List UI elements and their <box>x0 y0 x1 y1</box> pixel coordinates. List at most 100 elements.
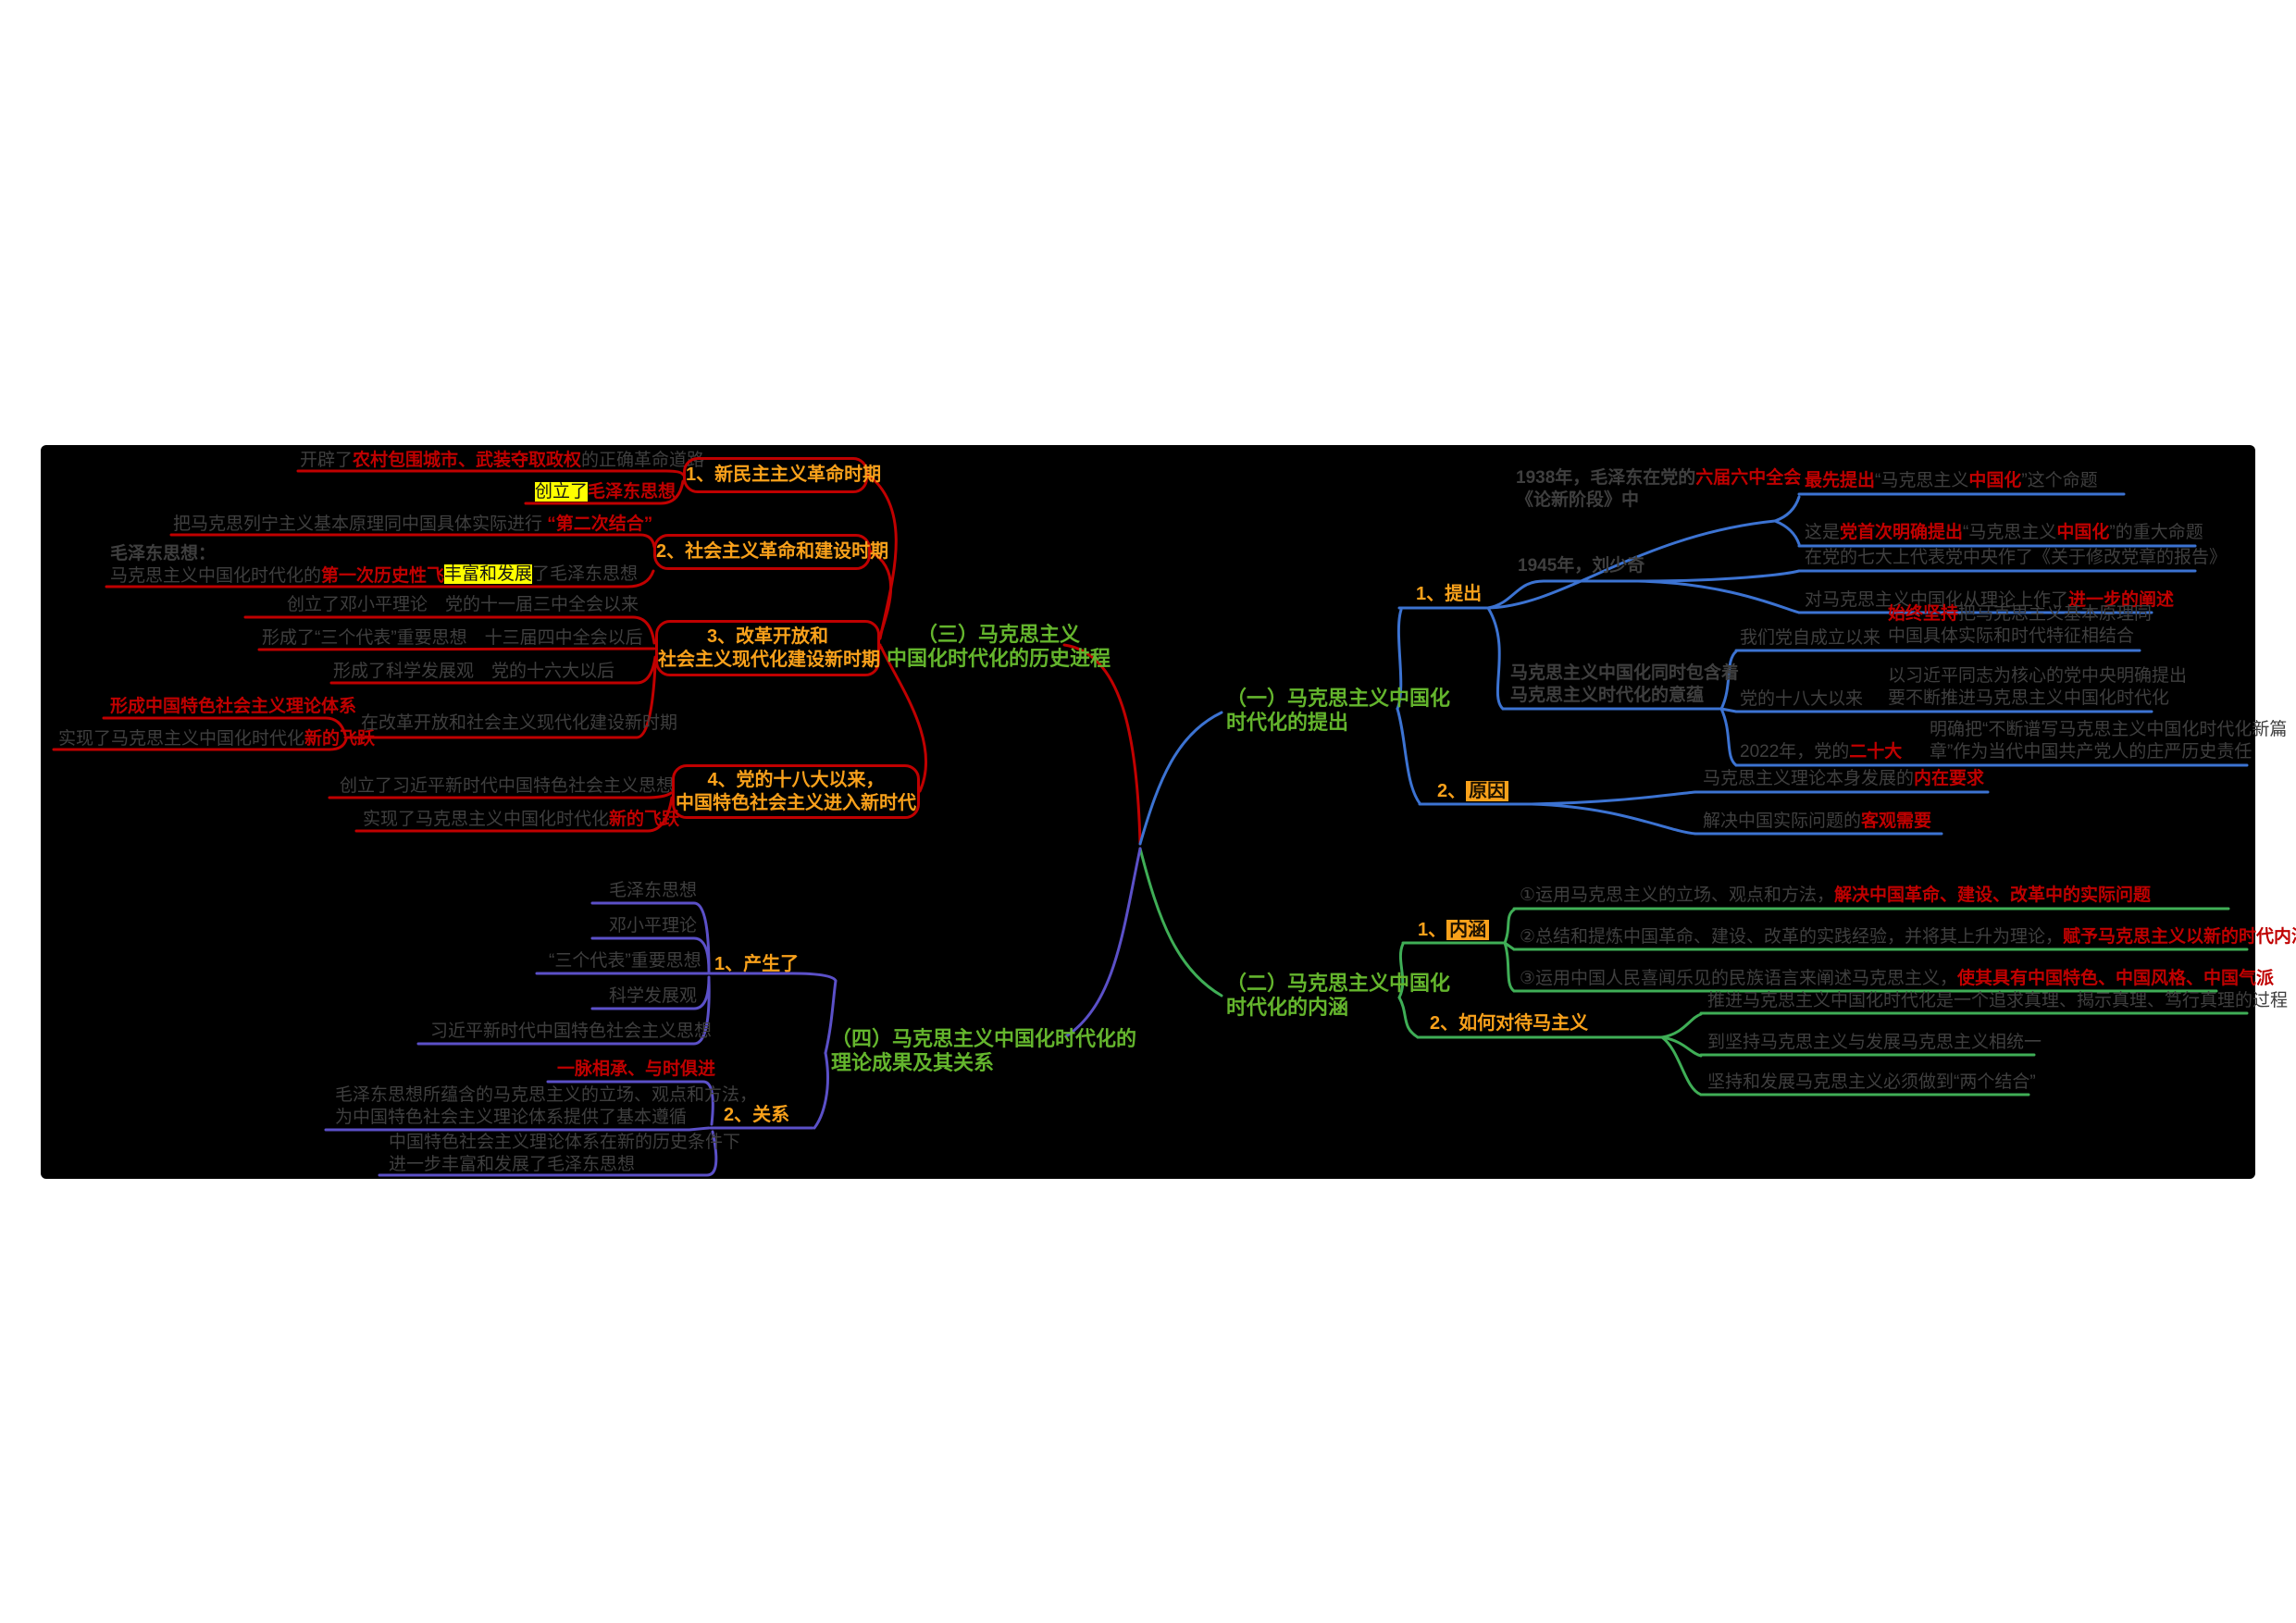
node-r6[interactable]: 创立了邓小平理论 党的十一届三中全会以来 <box>287 594 639 616</box>
node-b1938[interactable]: 1938年，毛泽东在党的六届六中全会 《论新阶段》中 <box>1516 467 1801 512</box>
text-segment: 解决中国革命、建设、改革中的实际问题 <box>1834 886 2152 905</box>
node-b1945[interactable]: 1945年，刘少奇 <box>1518 555 1644 577</box>
text-segment: 把马克思列宁主义基本原理同中国具体实际进行 <box>173 514 548 534</box>
node-text-line: 实现了马克思主义中国化时代化新的飞跃 <box>58 728 375 750</box>
node-period-2[interactable]: 2、社会主义革命和建设时期 <box>653 534 888 570</box>
text-segment: 毛泽东思想 <box>609 881 698 900</box>
node-period-4[interactable]: 4、党的十八大以来， 中国特色社会主义进入新时代 <box>672 764 920 819</box>
node-r13[interactable]: 实现了马克思主义中国化时代化新的飞跃 <box>363 809 679 831</box>
node-pl4[interactable]: 科学发展观 <box>609 985 697 1008</box>
text-segment: 把马克思主义基本原理同 <box>1958 604 2153 624</box>
node-heading-2[interactable]: （二）马克思主义中国化 时代化的内涵 <box>1226 972 1450 1020</box>
node-text-line: 毛泽东思想 <box>609 880 697 902</box>
node-duidai[interactable]: 2、如何对待马主义 <box>1430 1012 1588 1035</box>
text-segment: 社会主义现代化建设新时期 <box>658 649 880 670</box>
node-bl4[interactable]: 对马克思主义中国化从理论上作了进一步的阐述 <box>1805 589 2174 612</box>
node-r8[interactable]: 形成了科学发展观 党的十六大以后 <box>333 661 614 683</box>
text-segment: “马克思主义 <box>1963 523 2057 542</box>
text-segment: 2、如何对待马主义 <box>1430 1013 1589 1034</box>
text-segment: 2022年，党的 <box>1740 742 1850 762</box>
node-text-line: 毛泽东思想： <box>110 543 462 565</box>
text-segment: 科学发展观 <box>609 986 698 1006</box>
node-text-line: 2、 原因 <box>1437 780 1509 802</box>
text-segment: 1945年，刘少奇 <box>1518 556 1645 576</box>
node-period-3[interactable]: 3、改革开放和 社会主义现代化建设新时期 <box>655 620 880 676</box>
node-bo2[interactable]: 解决中国实际问题的客观需要 <box>1703 811 1931 833</box>
node-r10[interactable]: 实现了马克思主义中国化时代化新的飞跃 <box>58 728 375 750</box>
node-text-line: 进一步丰富和发展了毛泽东思想 <box>389 1154 740 1176</box>
node-heading-1[interactable]: （一）马克思主义中国化 时代化的提出 <box>1226 687 1450 735</box>
text-segment: 1938年，毛泽东在党的 <box>1516 468 1696 488</box>
text-segment: 在改革开放和社会主义现代化建设新时期 <box>361 713 678 733</box>
text-segment: （四）马克思主义中国化时代化的 <box>831 1027 1137 1050</box>
text-segment: 内在要求 <box>1914 769 1985 788</box>
node-text-line: 4、党的十八大以来， <box>675 769 917 792</box>
node-text-line: 马克思主义理论本身发展的内在要求 <box>1703 768 1984 790</box>
node-guanxi[interactable]: 2、关系 <box>724 1104 789 1126</box>
node-bg3a[interactable]: 2022年，党的二十大 <box>1740 741 1902 763</box>
text-segment: 形成了科学发展观 党的十六大以后 <box>333 662 615 681</box>
node-r5[interactable]: 丰富和发展了毛泽东思想 <box>444 564 638 586</box>
node-bl2[interactable]: 这是党首次明确提出“马克思主义中国化”的重大命题 <box>1805 522 2203 544</box>
text-segment: （三）马克思主义 <box>917 623 1081 646</box>
node-pr1[interactable]: 一脉相承、与时俱进 <box>557 1059 715 1081</box>
node-pl1[interactable]: 毛泽东思想 <box>609 880 697 902</box>
node-heading-3[interactable]: （三）马克思主义 中国化时代化的历史进程 <box>887 623 1111 671</box>
node-pl5[interactable]: 习近平新时代中国特色社会主义思想 <box>430 1021 712 1043</box>
node-yuanyin[interactable]: 2、 原因 <box>1437 780 1509 802</box>
node-gm2[interactable]: 到坚持马克思主义与发展马克思主义相统一 <box>1707 1032 2042 1054</box>
text-segment: “三个代表”重要思想 <box>549 951 701 971</box>
text-segment: 的正确革命道路 <box>581 451 705 470</box>
text-segment: 时代化的内涵 <box>1226 996 1349 1019</box>
node-r1[interactable]: 开辟了农村包围城市、武装夺取政权的正确革命道路 <box>300 450 704 472</box>
node-period-1[interactable]: 1、新民主主义革命时期 <box>683 457 881 493</box>
node-pl2[interactable]: 邓小平理论 <box>609 915 697 937</box>
node-text-line: （三）马克思主义 <box>887 623 1111 647</box>
node-r12[interactable]: 创立了习近平新时代中国特色社会主义思想 <box>340 775 674 798</box>
node-pr2[interactable]: 毛泽东思想所蕴含的马克思主义的立场、观点和方法， 为中国特色社会主义理论体系提供了… <box>335 1084 757 1129</box>
node-text-line: 创立了习近平新时代中国特色社会主义思想 <box>340 775 674 798</box>
node-text-line: 科学发展观 <box>609 985 697 1008</box>
text-segment: 进一步的阐述 <box>2068 590 2175 610</box>
node-bl1[interactable]: 最先提出“马克思主义中国化”这个命题 <box>1805 470 2098 492</box>
text-segment: 邓小平理论 <box>609 916 698 935</box>
node-text-line: 推进马克思主义中国化时代化是一个追求真理、揭示真理、笃行真理的过程 <box>1707 990 2288 1012</box>
text-segment: 毛泽东思想 <box>588 482 676 502</box>
node-bl3[interactable]: 在党的七大上代表党中央作了《关于修改党章的报告》 <box>1805 547 2227 569</box>
text-segment: 使其具有中国特色、中国风格、中国气派 <box>1957 969 2275 988</box>
node-neihan[interactable]: 1、 内涵 <box>1418 919 1490 941</box>
node-heading-4[interactable]: （四）马克思主义中国化时代化的 理论成果及其关系 <box>831 1027 1136 1075</box>
node-text-line: 形成中国特色社会主义理论体系 <box>110 696 356 718</box>
node-bg1a[interactable]: 我们党自成立以来 <box>1740 627 1880 650</box>
node-pl3[interactable]: “三个代表”重要思想 <box>549 950 701 973</box>
text-segment: 解决中国实际问题的 <box>1703 812 1862 831</box>
node-gl2[interactable]: ②总结和提炼中国革命、建设、改革的实践经验，并将其上升为理论，赋予马克思主义以新… <box>1520 926 2296 948</box>
node-gm1[interactable]: 推进马克思主义中国化时代化是一个追求真理、揭示真理、笃行真理的过程 <box>1707 990 2288 1012</box>
node-bg3b[interactable]: 明确把“不断谱写马克思主义中国化时代化新篇 章”作为当代中国共产党人的庄严历史责任 <box>1930 719 2287 763</box>
node-bg2b[interactable]: 以习近平同志为核心的党中央明确提出 要不断推进马克思主义中国化时代化 <box>1888 665 2187 710</box>
node-chansheng[interactable]: 1、产生了 <box>714 953 799 975</box>
node-r11[interactable]: 在改革开放和社会主义现代化建设新时期 <box>361 712 677 735</box>
text-segment: 形成了“三个代表”重要思想 十三届四中全会以后 <box>262 628 643 648</box>
node-gl3[interactable]: ③运用中国人民喜闻乐见的民族语言来阐述马克思主义，使其具有中国特色、中国风格、中… <box>1520 968 2274 990</box>
node-gm3[interactable]: 坚持和发展马克思主义必须做到“两个结合” <box>1707 1072 2036 1094</box>
node-r3[interactable]: 把马克思列宁主义基本原理同中国具体实际进行 “第二次结合” <box>173 514 652 536</box>
text-segment: 坚持和发展马克思主义必须做到“两个结合” <box>1707 1072 2036 1092</box>
node-text-line: （二）马克思主义中国化 <box>1226 972 1450 996</box>
node-r7[interactable]: 形成了“三个代表”重要思想 十三届四中全会以后 <box>262 627 643 650</box>
text-segment: 创立了习近平新时代中国特色社会主义思想 <box>340 776 675 796</box>
node-tichu[interactable]: 1、提出 <box>1416 583 1482 605</box>
node-text-line: 中国具体实际和时代特征相结合 <box>1888 626 2152 648</box>
node-bg1b[interactable]: 始终坚持把马克思主义基本原理同 中国具体实际和时代特征相结合 <box>1888 603 2152 648</box>
node-byy[interactable]: 马克思主义中国化同时包含着 马克思主义时代化的意蕴 <box>1510 663 1739 707</box>
node-gl1[interactable]: ①运用马克思主义的立场、观点和方法，解决中国革命、建设、改革中的实际问题 <box>1520 885 2151 907</box>
node-r2[interactable]: 创立了毛泽东思想 <box>535 481 676 503</box>
text-segment: 1、产生了 <box>714 954 800 974</box>
node-bg2a[interactable]: 党的十八大以来 <box>1740 688 1863 711</box>
node-bo1[interactable]: 马克思主义理论本身发展的内在要求 <box>1703 768 1984 790</box>
node-r9[interactable]: 形成中国特色社会主义理论体系 <box>110 696 356 718</box>
text-segment: “第二次结合” <box>547 514 653 534</box>
node-pr3[interactable]: 中国特色社会主义理论体系在新的历史条件下 进一步丰富和发展了毛泽东思想 <box>389 1132 740 1176</box>
node-r4[interactable]: 毛泽东思想： 马克思主义中国化时代化的第一次历史性飞跃 <box>110 543 462 588</box>
